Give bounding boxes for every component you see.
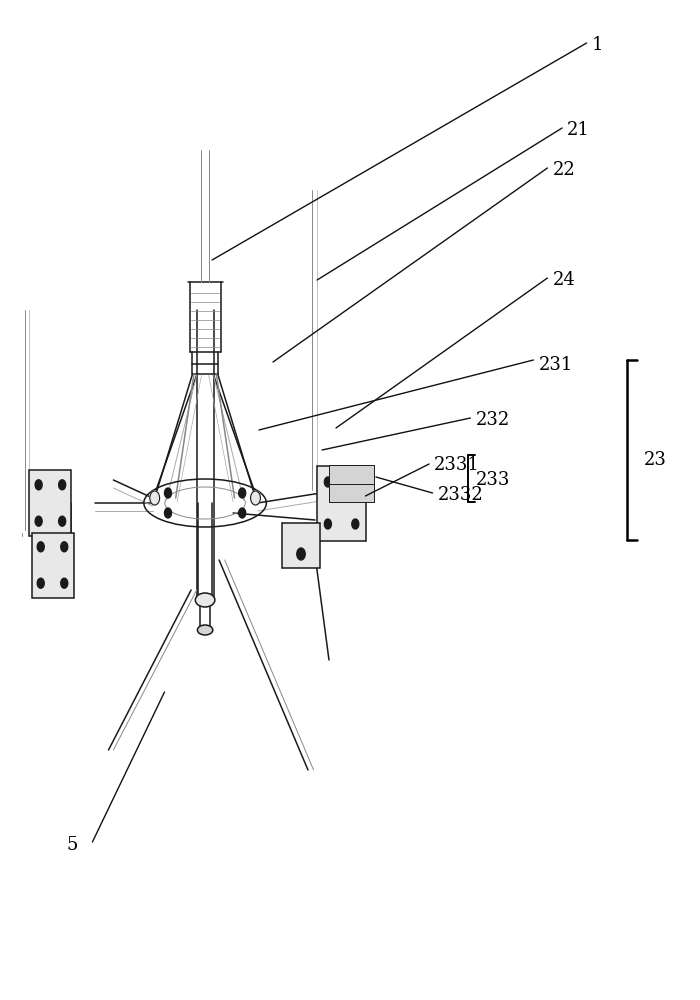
Text: 233: 233 — [476, 471, 510, 489]
Text: 2332: 2332 — [438, 486, 483, 504]
Circle shape — [324, 477, 331, 487]
Circle shape — [37, 542, 44, 552]
Bar — [329, 484, 375, 502]
Circle shape — [324, 519, 331, 529]
Bar — [329, 465, 375, 485]
Ellipse shape — [197, 625, 213, 635]
Bar — [281, 522, 321, 568]
Text: 5: 5 — [66, 836, 78, 854]
Circle shape — [352, 477, 359, 487]
Ellipse shape — [195, 593, 215, 607]
Circle shape — [251, 491, 260, 505]
Text: 24: 24 — [553, 271, 575, 289]
Circle shape — [150, 491, 160, 505]
Text: 22: 22 — [553, 161, 575, 179]
Bar — [32, 532, 74, 598]
Circle shape — [59, 480, 66, 490]
Text: 23: 23 — [644, 451, 667, 469]
Circle shape — [59, 516, 66, 526]
Text: 2331: 2331 — [434, 456, 480, 474]
Text: 231: 231 — [539, 356, 573, 374]
Text: 232: 232 — [476, 411, 510, 429]
Circle shape — [239, 488, 246, 498]
Circle shape — [35, 480, 42, 490]
Circle shape — [37, 578, 44, 588]
Circle shape — [297, 548, 305, 560]
Circle shape — [164, 508, 172, 518]
Circle shape — [352, 519, 359, 529]
Text: 1: 1 — [592, 36, 603, 54]
Text: 21: 21 — [567, 121, 590, 139]
Bar — [29, 471, 71, 536]
Circle shape — [61, 578, 68, 588]
Circle shape — [239, 508, 246, 518]
Circle shape — [61, 542, 68, 552]
Circle shape — [35, 516, 42, 526]
Circle shape — [164, 488, 172, 498]
Bar — [317, 466, 366, 540]
